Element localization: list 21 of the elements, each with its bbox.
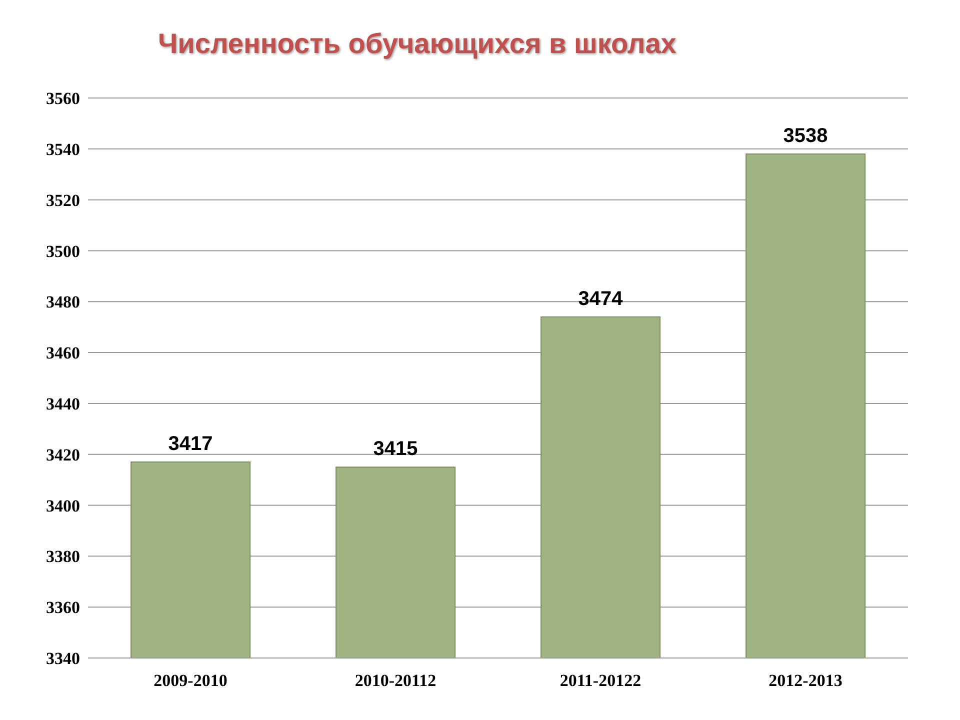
data-label: 3415	[373, 438, 418, 460]
y-tick-label: 3380	[46, 547, 80, 566]
y-tick-label: 3440	[46, 394, 80, 414]
x-tick-label: 2009-2010	[154, 671, 228, 690]
x-tick-label: 2011-20122	[560, 671, 642, 690]
y-tick-label: 3340	[46, 649, 80, 668]
y-tick-label: 3520	[46, 190, 80, 210]
x-tick-label: 2010-20112	[354, 671, 436, 690]
y-tick-label: 3460	[46, 344, 80, 363]
y-tick-label: 3480	[46, 292, 80, 312]
x-tick-label: 2012-2013	[768, 671, 842, 690]
y-tick-label: 3540	[46, 140, 80, 159]
data-label: 3474	[578, 288, 624, 310]
data-label: 3538	[783, 125, 828, 147]
y-tick-label: 3500	[46, 242, 80, 261]
data-label: 3417	[168, 433, 213, 455]
y-tick-label: 3560	[46, 89, 80, 108]
y-tick-label: 3420	[46, 445, 80, 464]
chart-title: Численность обучающихся в школах	[157, 27, 678, 61]
y-tick-label: 3400	[46, 496, 80, 516]
y-tick-label: 3360	[46, 598, 80, 618]
